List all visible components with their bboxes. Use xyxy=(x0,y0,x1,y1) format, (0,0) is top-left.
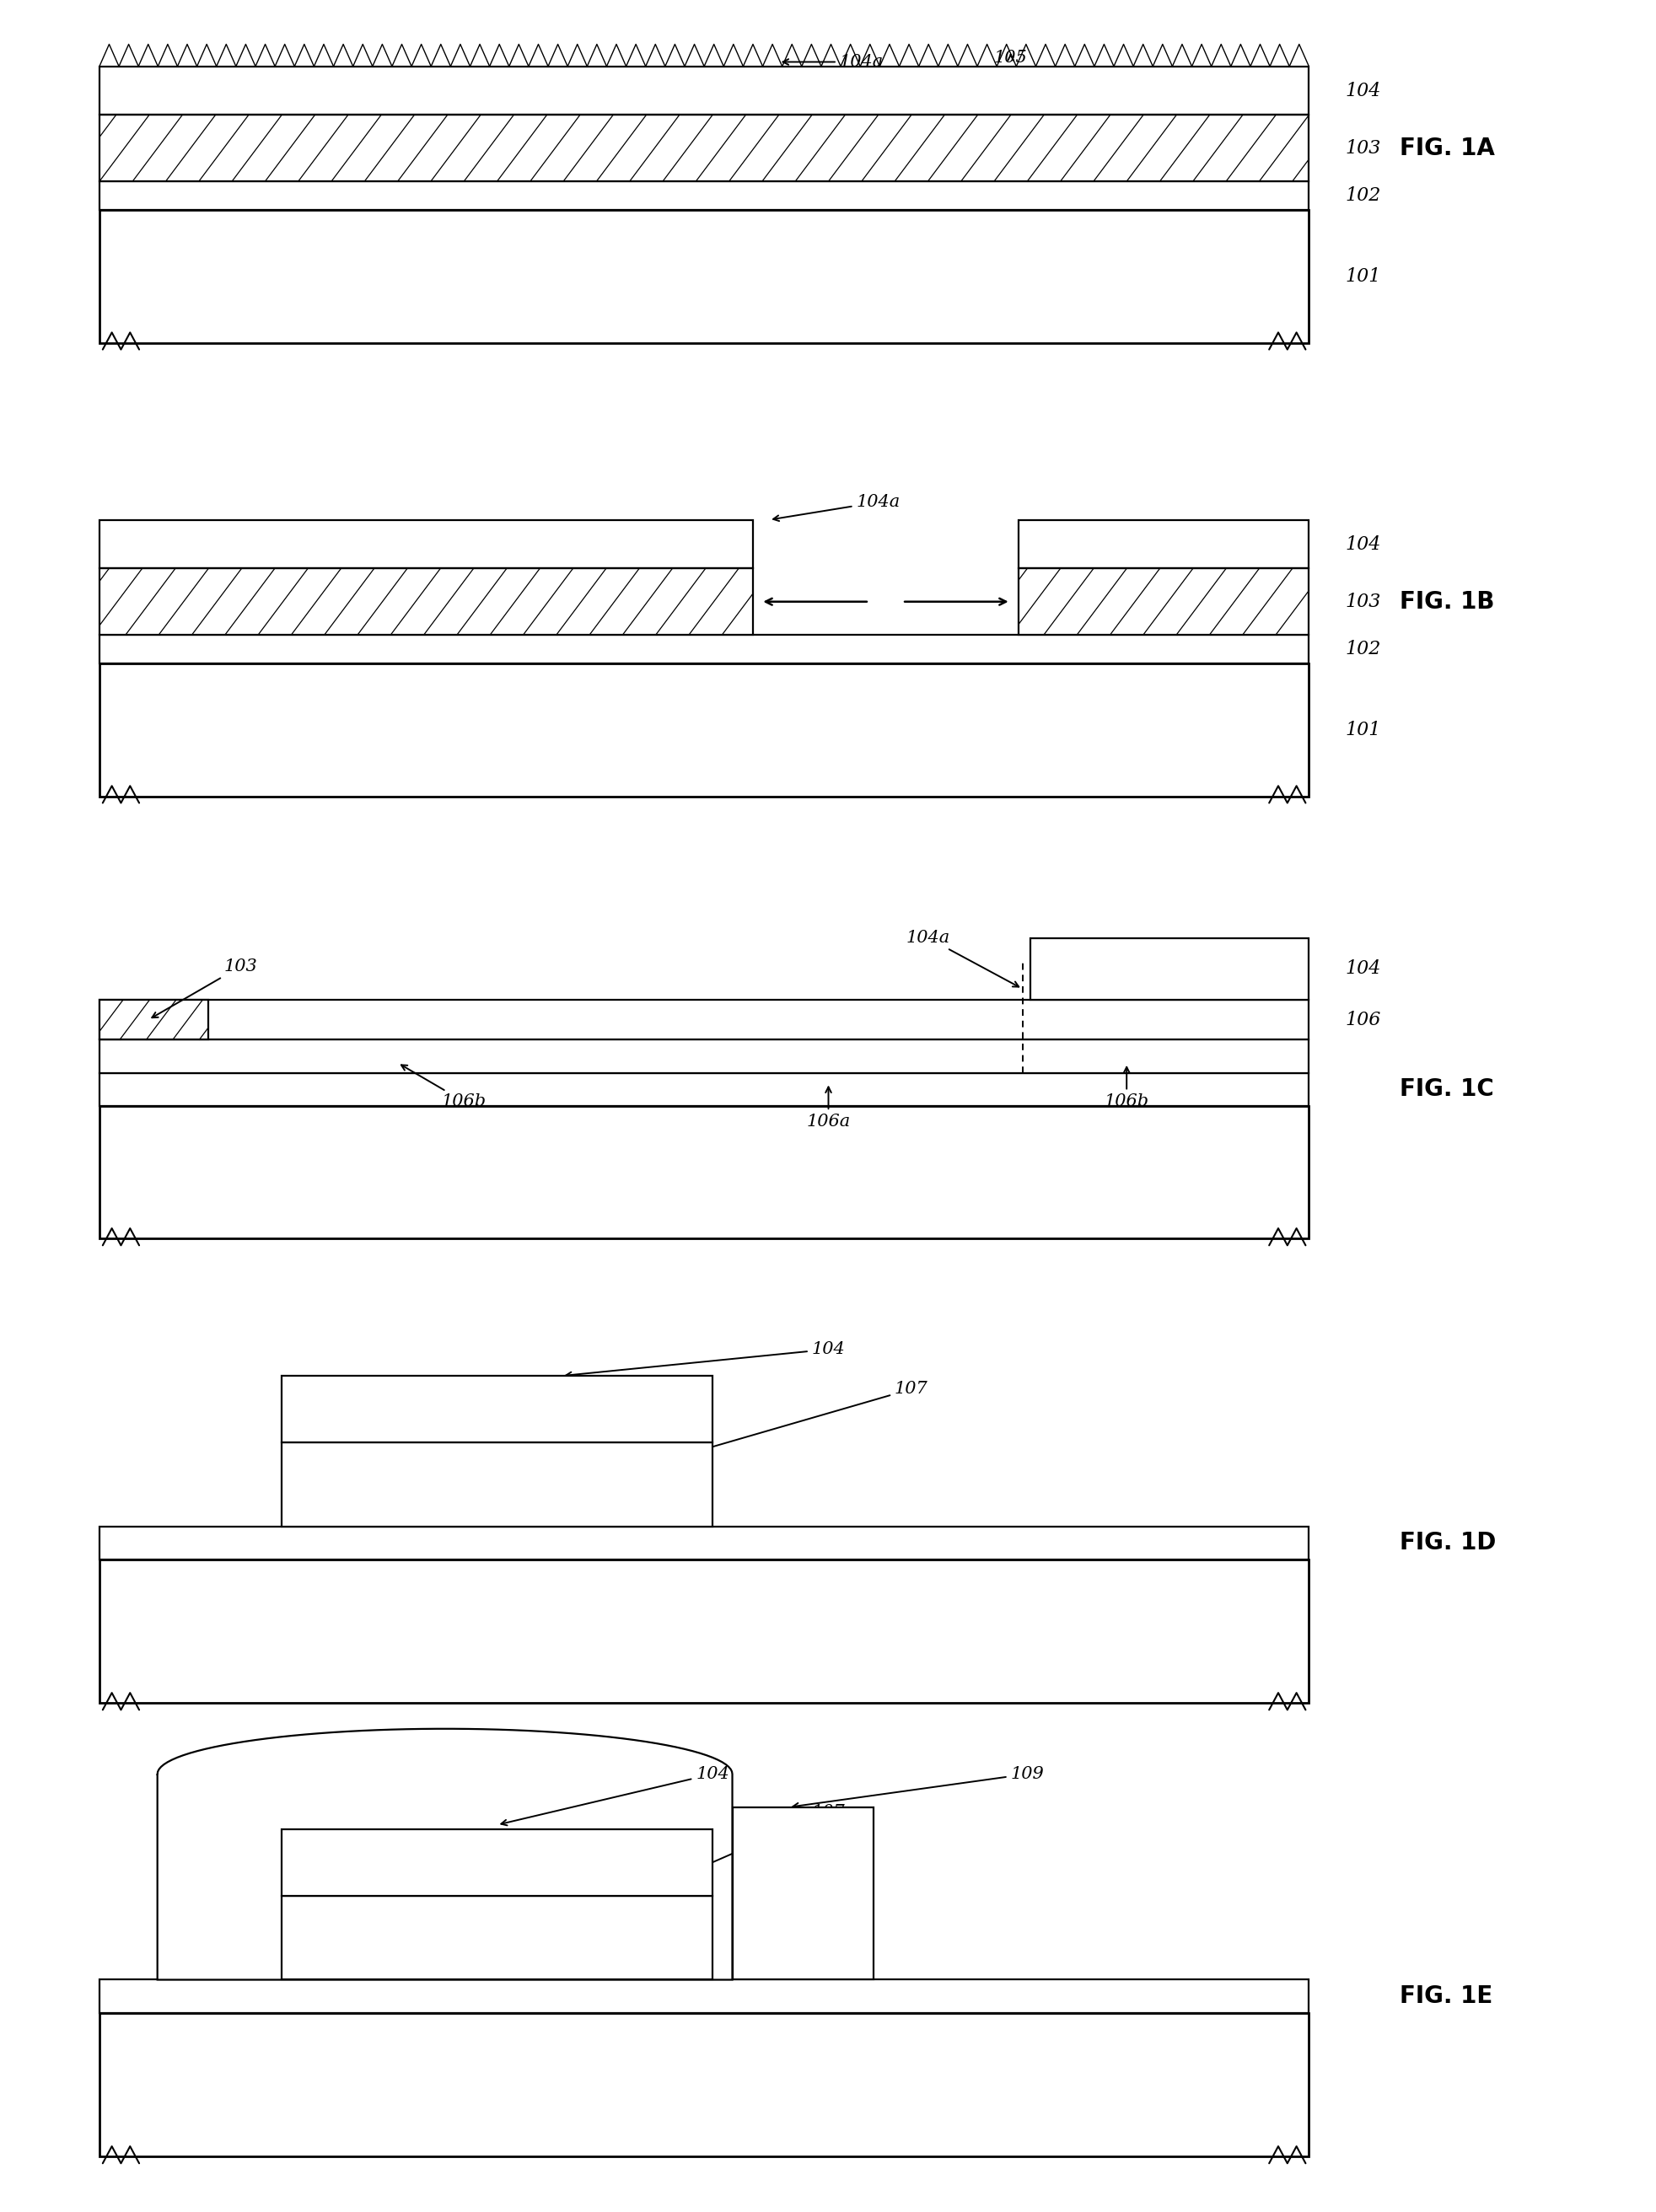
Text: FIG. 1C: FIG. 1C xyxy=(1399,1077,1494,1102)
Text: FIG. 1B: FIG. 1B xyxy=(1399,591,1494,613)
Text: 104: 104 xyxy=(1345,535,1381,553)
Bar xyxy=(282,1376,712,1442)
Bar xyxy=(99,66,1308,115)
Bar xyxy=(99,115,1308,181)
Text: 104a: 104a xyxy=(783,53,883,71)
Bar xyxy=(1018,568,1308,635)
Bar xyxy=(99,1106,1308,1239)
Text: 101: 101 xyxy=(1345,268,1381,285)
Bar xyxy=(99,1040,1308,1073)
Bar xyxy=(99,1559,1308,1703)
Text: 101: 101 xyxy=(1345,721,1381,739)
Text: 109: 109 xyxy=(792,1765,1043,1809)
Bar xyxy=(99,1073,1308,1106)
Bar xyxy=(99,664,1308,796)
Bar xyxy=(1018,568,1308,635)
Bar xyxy=(99,568,752,635)
Text: 104: 104 xyxy=(500,1765,729,1825)
Text: FIG. 1A: FIG. 1A xyxy=(1399,137,1494,159)
Bar xyxy=(99,210,1308,343)
Bar xyxy=(732,1807,873,1980)
Text: 103: 103 xyxy=(1345,593,1381,611)
Bar xyxy=(1030,938,1308,1000)
Text: 106a: 106a xyxy=(806,1086,850,1130)
Bar xyxy=(99,1980,1308,2013)
Text: 102: 102 xyxy=(1345,639,1381,659)
Text: 106b: 106b xyxy=(1103,1066,1149,1110)
Bar xyxy=(99,1526,1308,1559)
Text: 102: 102 xyxy=(1345,186,1381,206)
Bar xyxy=(99,1000,209,1040)
Bar xyxy=(99,2013,1308,2157)
Bar xyxy=(99,568,752,635)
Bar xyxy=(282,1442,712,1526)
Text: 104: 104 xyxy=(1345,960,1381,978)
Bar xyxy=(99,1000,209,1040)
Text: 107: 107 xyxy=(586,1380,927,1484)
Bar xyxy=(99,181,1308,210)
Text: 104a: 104a xyxy=(906,929,1018,987)
Text: FIG. 1D: FIG. 1D xyxy=(1399,1531,1495,1555)
Text: 104: 104 xyxy=(566,1340,845,1378)
Bar xyxy=(1018,520,1308,568)
Text: 105: 105 xyxy=(994,49,1027,66)
Bar xyxy=(99,115,1308,181)
Text: 106b: 106b xyxy=(401,1064,487,1110)
Text: 104: 104 xyxy=(1345,82,1381,100)
Bar xyxy=(99,520,752,568)
Text: 103: 103 xyxy=(152,958,257,1018)
Bar xyxy=(282,1829,712,1896)
Polygon shape xyxy=(157,1730,732,1980)
Text: 103: 103 xyxy=(1345,139,1381,157)
Text: 106: 106 xyxy=(1345,1011,1381,1029)
Text: FIG. 1E: FIG. 1E xyxy=(1399,1984,1492,2008)
Text: 104a: 104a xyxy=(773,493,899,522)
Text: 107: 107 xyxy=(543,1803,845,1936)
Bar xyxy=(99,1000,1308,1040)
Bar xyxy=(282,1896,712,1980)
Bar xyxy=(99,635,1308,664)
